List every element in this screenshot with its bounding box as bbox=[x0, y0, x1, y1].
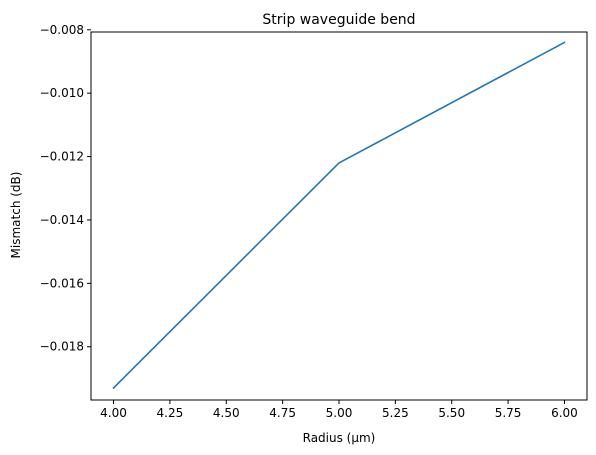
x-tick-label: 5.25 bbox=[382, 406, 409, 420]
y-tick-label: −0.008 bbox=[40, 23, 84, 37]
chart-title: Strip waveguide bend bbox=[262, 12, 415, 28]
y-axis-label: Mismatch (dB) bbox=[9, 172, 23, 259]
y-tick-label: −0.018 bbox=[40, 340, 84, 354]
x-tick-label: 4.50 bbox=[213, 406, 240, 420]
plot-frame bbox=[90, 31, 588, 401]
series-layer bbox=[112, 41, 566, 390]
series-line bbox=[112, 41, 566, 390]
x-tick-label: 5.00 bbox=[326, 406, 353, 420]
x-tick-label: 5.50 bbox=[438, 406, 465, 420]
x-axis-label: Radius (µm) bbox=[303, 431, 376, 445]
x-axis-ticks: 4.00 4.25 4.50 4.75 5.00 5.25 5.50 5.75 6.00 bbox=[100, 400, 578, 420]
y-tick-label: −0.010 bbox=[40, 86, 84, 100]
x-tick-label: 5.75 bbox=[495, 406, 522, 420]
y-tick-label: −0.016 bbox=[40, 276, 84, 290]
x-tick-label: 4.00 bbox=[100, 406, 127, 420]
y-tick-label: −0.012 bbox=[40, 150, 84, 164]
y-axis-ticks: −0.018 −0.016 −0.014 −0.012 −0.010 −0.008 bbox=[40, 23, 91, 354]
x-tick-label: 6.00 bbox=[551, 406, 578, 420]
x-tick-label: 4.75 bbox=[269, 406, 296, 420]
y-tick-label: −0.014 bbox=[40, 213, 84, 227]
x-tick-label: 4.25 bbox=[157, 406, 184, 420]
